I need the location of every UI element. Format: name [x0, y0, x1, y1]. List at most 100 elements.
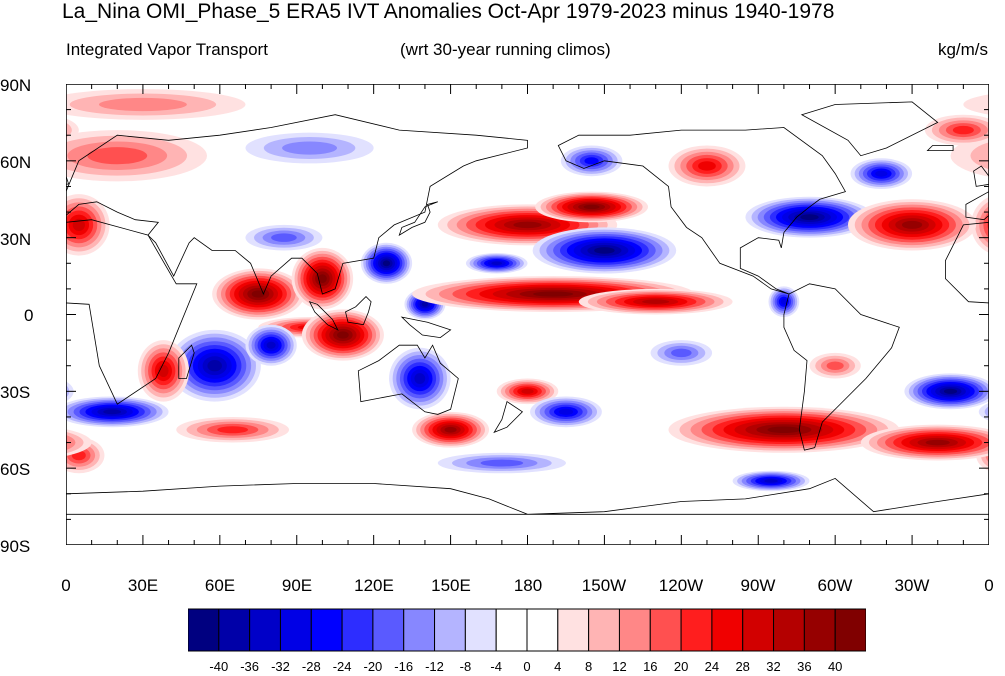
- coastline-new-zealand: [493, 400, 524, 434]
- anomaly-blob: [465, 253, 528, 274]
- units-label: kg/m/s: [937, 40, 988, 59]
- colorbar-box: [279, 608, 312, 652]
- lon-label-120w: 120W: [658, 576, 704, 595]
- anomaly-blob: [668, 145, 746, 187]
- lon-label-30w: 30W: [894, 576, 930, 595]
- coastline-madagascar: [178, 344, 195, 379]
- anomaly-blob: [560, 145, 623, 177]
- lat-label-90s: 90S: [0, 537, 31, 556]
- colorbar-box: [218, 608, 251, 652]
- colorbar-box: [249, 608, 281, 652]
- anomaly-blob: [732, 470, 810, 492]
- colorbar-box: [773, 608, 805, 652]
- anomaly-fill-layer: [66, 89, 989, 492]
- colorbar-label: -4: [490, 659, 502, 674]
- reference-note: (wrt 30-year running climos): [400, 40, 611, 59]
- colorbar-label: 36: [797, 659, 812, 674]
- anomaly-blob: [578, 288, 733, 315]
- colorbar-label: 8: [584, 659, 593, 674]
- coastline-new-guinea: [400, 316, 452, 339]
- anomaly-blob: [66, 424, 989, 461]
- anomaly-blob: [847, 199, 977, 251]
- colorbar-box: [341, 608, 374, 652]
- colorbar-box: [403, 608, 436, 652]
- colorbar-label: -8: [459, 659, 472, 674]
- variable-label: Integrated Vapor Transport: [66, 40, 268, 59]
- anomaly-blob: [168, 329, 261, 402]
- anomaly-blob: [496, 378, 559, 405]
- colorbar-box: [618, 608, 651, 652]
- colorbar-label: 16: [643, 659, 658, 674]
- colorbar-box: [526, 608, 559, 652]
- colorbar-label: 12: [612, 659, 627, 674]
- lon-label-60e: 60E: [204, 576, 236, 595]
- colorbar-label: -12: [425, 659, 444, 674]
- anomaly-blob: [532, 227, 677, 274]
- colorbar-box: [834, 608, 866, 652]
- lon-label-90e: 90E: [281, 576, 313, 595]
- colorbar-box: [742, 608, 775, 652]
- lat-label-30s: 30S: [0, 383, 31, 402]
- colorbar-box: [464, 608, 497, 652]
- colorbar-label: -16: [394, 659, 414, 674]
- anomaly-blob: [245, 132, 374, 164]
- anomaly-blob: [809, 352, 861, 379]
- colorbar-box: [188, 608, 220, 652]
- anomaly-blob: [535, 191, 649, 223]
- lon-label-150w: 150W: [581, 576, 627, 595]
- colorbar: [188, 608, 866, 652]
- lat-label-30n: 30N: [0, 230, 32, 249]
- coastline-africa: [66, 219, 198, 405]
- colorbar-label: 40: [827, 659, 843, 674]
- coastline-antarctica: [527, 477, 989, 515]
- anomaly-blob: [850, 158, 913, 190]
- anomaly-blob: [66, 114, 989, 146]
- axis-ticks: [66, 84, 989, 545]
- anomaly-blob: [66, 194, 989, 256]
- anomaly-blob: [530, 396, 602, 428]
- colorbar-box: [434, 608, 466, 652]
- coastline-australia: [357, 344, 459, 415]
- lon-label-120e: 120E: [354, 576, 394, 595]
- coastline-greenland: [800, 101, 939, 157]
- colorbar-box: [649, 608, 682, 652]
- lat-label-60s: 60S: [0, 460, 31, 479]
- anomaly-blob: [245, 224, 323, 251]
- anomaly-blob: [768, 286, 800, 318]
- anomaly-blob: [66, 89, 989, 120]
- colorbar-label: 20: [673, 659, 689, 674]
- colorbar-label: 0: [523, 659, 531, 674]
- lon-label-0: 0: [61, 576, 71, 595]
- coastline-africa: [945, 221, 989, 304]
- lon-label-30e: 30E: [127, 576, 159, 595]
- coastline-eurasia: [66, 114, 528, 296]
- colorbar-box: [588, 608, 620, 652]
- anomaly-blob: [389, 347, 451, 410]
- coastline-sumatra: [308, 301, 339, 331]
- colorbar-label: -24: [332, 659, 352, 674]
- colorbar-label: -28: [301, 659, 321, 674]
- colorbar-label: 24: [704, 659, 720, 674]
- colorbar-label: -32: [271, 659, 290, 674]
- anomaly-blob: [437, 452, 566, 474]
- anomaly-blob: [212, 268, 305, 320]
- anomaly-blob: [745, 196, 874, 238]
- coastline-antarctica: [66, 483, 528, 515]
- lat-label-eq: 0: [24, 306, 34, 325]
- coastline-great-britain: [973, 165, 989, 187]
- coastline-south-america: [783, 283, 900, 451]
- coastline-iceland: [926, 145, 954, 151]
- lat-label-60n: 60N: [0, 153, 32, 172]
- lon-label-90w: 90W: [740, 576, 776, 595]
- anomaly-blob: [176, 416, 290, 443]
- colorbar-box: [557, 608, 590, 652]
- coastline-japan: [398, 201, 438, 237]
- lat-label-90n: 90N: [0, 76, 32, 95]
- colorbar-label: -20: [363, 659, 383, 674]
- anomaly-blob: [668, 406, 900, 453]
- map-title: La_Nina OMI_Phase_5 ERA5 IVT Anomalies O…: [62, 0, 835, 23]
- anomaly-blob: [360, 242, 413, 284]
- anomaly-blob: [245, 324, 297, 366]
- colorbar-box: [680, 608, 713, 652]
- lon-label-180: 180: [513, 576, 543, 595]
